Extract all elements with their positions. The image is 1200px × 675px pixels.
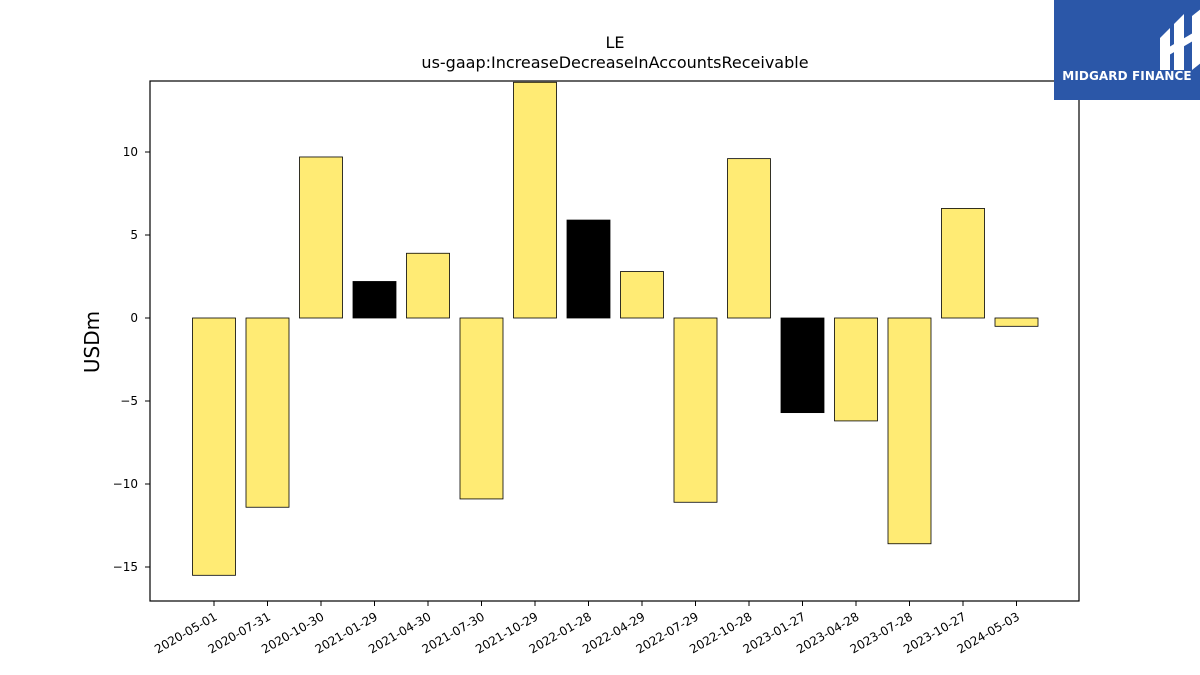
midgard-logo-icon: [1160, 9, 1200, 70]
brand-name: MIDGARD FINANCE: [1062, 69, 1192, 83]
y-tick-label: −10: [113, 477, 138, 491]
bar-2022-10-28: [727, 158, 771, 319]
y-tick-label: 10: [123, 145, 138, 159]
bar-2023-04-28: [834, 317, 878, 422]
bar-2020-05-01: [192, 317, 236, 576]
chart-title: LE: [605, 33, 624, 52]
bar-2022-07-29: [673, 317, 718, 503]
y-tick-label: 0: [130, 311, 138, 325]
plot-frame: [149, 80, 1080, 602]
chart-subtitle: us-gaap:IncreaseDecreaseInAccountsReceiv…: [421, 53, 808, 72]
bar-2023-10-27: [941, 208, 985, 319]
bar-2021-04-30: [406, 252, 450, 319]
bar-2021-07-30: [459, 317, 504, 500]
bar-2021-01-29: [352, 281, 397, 319]
y-tick-label: −5: [120, 394, 138, 408]
bars-group: [192, 81, 1039, 576]
bar-2022-04-29: [620, 271, 664, 319]
bar-2024-05-03: [994, 317, 1039, 327]
bar-2020-10-30: [299, 156, 343, 319]
bar-2021-10-29: [513, 81, 557, 319]
bar-2022-01-28: [566, 219, 611, 319]
y-tick-label: 5: [130, 228, 138, 242]
bar-2023-01-27: [780, 317, 825, 414]
bar-2023-07-28: [887, 317, 932, 545]
y-tick-label: −15: [113, 560, 138, 574]
bar-2020-07-31: [245, 317, 290, 508]
y-ticks-group: −15 −10 −5 0 5 10: [113, 145, 150, 574]
y-axis-label: USDm: [80, 311, 104, 373]
x-ticks-group: 2020-05-012020-07-312020-10-302021-01-29…: [152, 601, 1022, 656]
brand-logo: MIDGARD FINANCE: [1054, 0, 1200, 100]
